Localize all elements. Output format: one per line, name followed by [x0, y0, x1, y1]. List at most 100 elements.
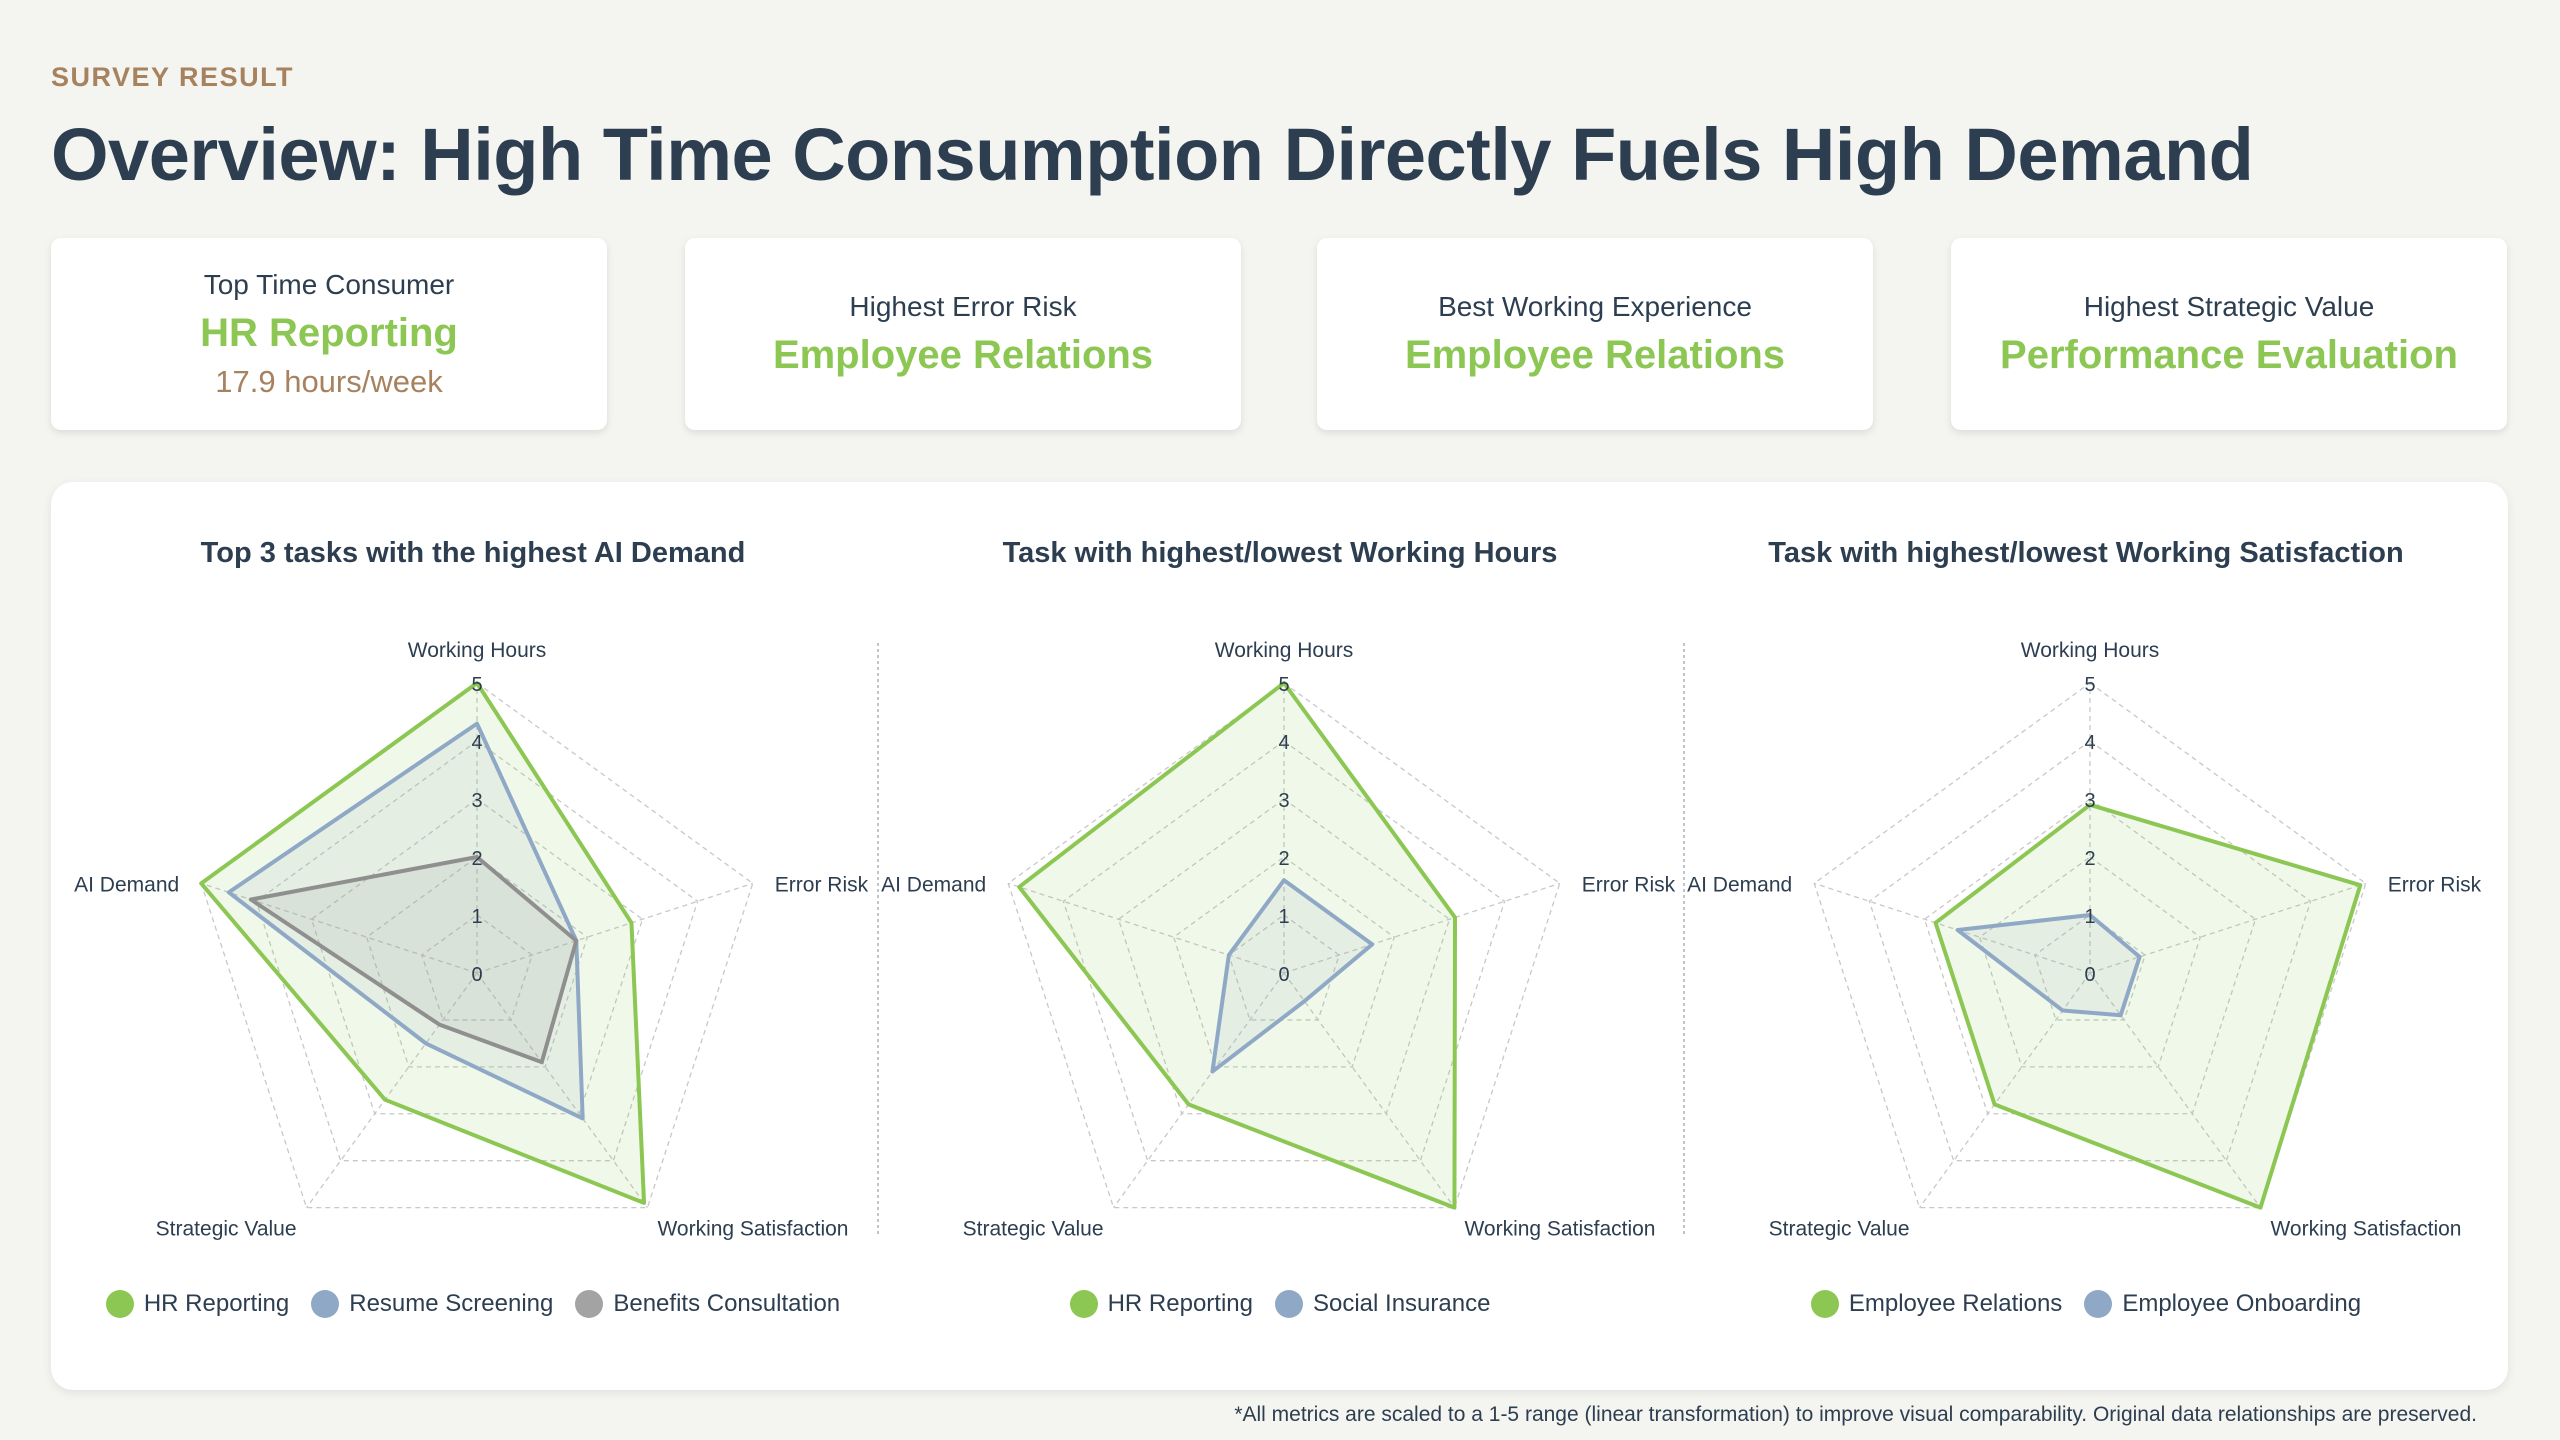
kpi-card-best-working-experience: Best Working Experience Employee Relatio…	[1317, 238, 1873, 430]
legend-item: Social Insurance	[1274, 1290, 1491, 1318]
tick-label: 5	[471, 674, 482, 696]
grid-ring	[2034, 914, 2146, 1021]
kpi-subvalue: 17.9 hours/week	[215, 363, 443, 399]
kpi-label: Top Time Consumer	[203, 268, 455, 300]
footnote: *All metrics are scaled to a 1-5 range (…	[1234, 1403, 2477, 1426]
legend-label: Employee Relations	[1848, 1290, 2063, 1317]
legend-swatch	[105, 1290, 134, 1318]
grid-spoke	[1007, 882, 1285, 974]
legend-ai-demand: HR Reporting Resume Screening Benefits C…	[73, 1290, 873, 1318]
kpi-value: Performance Evaluation	[2000, 332, 2458, 377]
legend-label: Employee Onboarding	[2122, 1290, 2362, 1317]
tick-label: 4	[1278, 732, 1289, 754]
grid-spoke	[1283, 972, 1455, 1208]
series-area-employee-onboarding	[1955, 913, 2142, 1018]
axis-label: Strategic Value	[963, 1218, 1104, 1241]
tick-label: 0	[1278, 964, 1289, 986]
grid-ring	[1062, 740, 1506, 1162]
grid-spoke	[1283, 882, 1561, 974]
tick-label: 3	[471, 790, 482, 812]
chart-title-working-satisfaction: Task with highest/lowest Working Satisfa…	[1768, 537, 2404, 569]
legend-label: HR Reporting	[1107, 1290, 1253, 1317]
tick-label: 0	[471, 964, 482, 986]
axis-label: Working Satisfaction	[1464, 1218, 1655, 1241]
tick-label: 4	[471, 732, 482, 754]
legend-label: HR Reporting	[143, 1290, 290, 1317]
legend-swatch	[2084, 1290, 2113, 1318]
legend-swatch	[1810, 1290, 1839, 1318]
axis-label: Error Risk	[1582, 873, 1676, 896]
tick-label: 0	[2084, 964, 2095, 986]
tick-label: 1	[471, 906, 482, 928]
grid-spoke	[306, 972, 478, 1208]
tick-label: 2	[2084, 848, 2095, 870]
legend-item: Resume Screening	[311, 1290, 553, 1318]
tick-label: 2	[1278, 848, 1289, 870]
legend-label: Benefits Consultation	[613, 1290, 841, 1317]
series-area-hr-reporting	[199, 681, 647, 1205]
grid-ring	[1868, 740, 2312, 1162]
kpi-value: Employee Relations	[772, 332, 1154, 377]
axis-label: Strategic Value	[1769, 1218, 1910, 1241]
axis-label: Error Risk	[2388, 873, 2482, 896]
tick-label: 5	[2084, 674, 2095, 696]
series-area-resume-screening	[226, 721, 585, 1121]
grid-spoke	[1813, 882, 2091, 974]
axis-label: Error Risk	[775, 873, 869, 896]
kpi-label: Best Working Experience	[1438, 290, 1752, 322]
grid-spoke	[2089, 882, 2367, 974]
axis-label: Working Hours	[2021, 639, 2160, 662]
grid-spoke	[2089, 972, 2261, 1208]
legend-working-satisfaction: Employee Relations Employee Onboarding	[1686, 1290, 2486, 1318]
axis-label: Working Satisfaction	[657, 1218, 848, 1241]
legend-swatch	[311, 1290, 340, 1318]
axis-label: Working Satisfaction	[2270, 1218, 2461, 1241]
grid-spoke	[476, 882, 754, 974]
chart-title-working-hours: Task with highest/lowest Working Hours	[1002, 537, 1558, 569]
axis-label: AI Demand	[881, 873, 986, 896]
series-area-employee-relations	[1933, 802, 2363, 1210]
grid-spoke	[200, 882, 478, 974]
series-area-social-insurance	[1210, 878, 1375, 1074]
legend-swatch	[1069, 1290, 1098, 1318]
legend-item: Employee Onboarding	[2084, 1290, 2361, 1318]
legend-swatch	[1274, 1290, 1303, 1318]
kpi-card-highest-error-risk: Highest Error Risk Employee Relations	[685, 238, 1241, 430]
series-area-benefits-consultation	[248, 855, 579, 1065]
kpi-label: Highest Strategic Value	[2083, 290, 2375, 322]
grid-ring	[1172, 856, 1396, 1068]
axis-label: AI Demand	[74, 873, 179, 896]
axis-label: Working Hours	[1215, 639, 1354, 662]
tick-label: 2	[471, 848, 482, 870]
grid-ring	[365, 856, 589, 1068]
eyebrow-label: SURVEY RESULT	[51, 62, 295, 92]
kpi-card-highest-strategic-value: Highest Strategic Value Performance Eval…	[1951, 238, 2507, 430]
tick-label: 4	[2084, 732, 2095, 754]
legend-swatch	[575, 1290, 604, 1318]
grid-ring	[255, 740, 699, 1162]
tick-label: 1	[2084, 906, 2095, 928]
legend-item: Benefits Consultation	[575, 1290, 840, 1318]
axis-label: Working Hours	[408, 639, 547, 662]
legend-item: HR Reporting	[105, 1290, 290, 1318]
legend-item: Employee Relations	[1810, 1290, 2063, 1318]
legend-working-hours: HR Reporting Social Insurance	[880, 1290, 1680, 1318]
kpi-card-top-time-consumer: Top Time Consumer HR Reporting 17.9 hour…	[51, 238, 607, 430]
tick-label: 1	[1278, 906, 1289, 928]
legend-label: Resume Screening	[349, 1290, 554, 1317]
charts-panel	[51, 482, 2508, 1390]
grid-spoke	[476, 972, 648, 1208]
kpi-value: HR Reporting	[200, 310, 458, 355]
grid-ring	[1228, 914, 1340, 1021]
axis-label: Strategic Value	[156, 1218, 297, 1241]
kpi-value: Employee Relations	[1404, 332, 1786, 377]
legend-item: HR Reporting	[1069, 1290, 1253, 1318]
legend-label: Social Insurance	[1312, 1290, 1491, 1317]
tick-label: 5	[1278, 674, 1289, 696]
tick-label: 3	[2084, 790, 2095, 812]
axis-label: AI Demand	[1687, 873, 1792, 896]
page-title: Overview: High Time Consumption Directly…	[51, 113, 2254, 196]
grid-ring	[421, 914, 533, 1021]
chart-title-ai-demand: Top 3 tasks with the highest AI Demand	[200, 537, 746, 569]
